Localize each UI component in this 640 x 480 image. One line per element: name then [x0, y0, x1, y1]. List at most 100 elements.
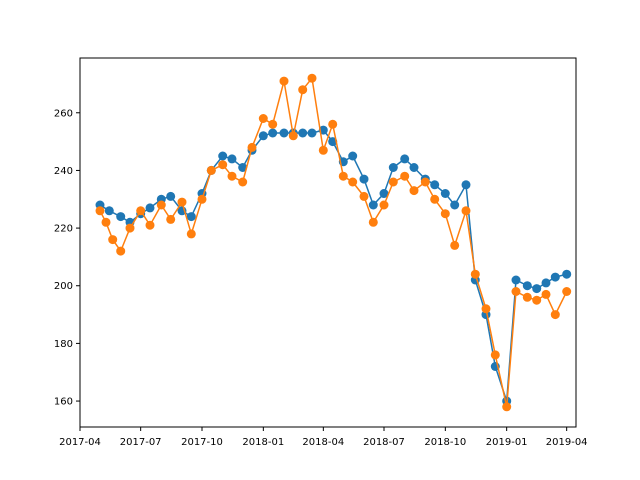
x-tick-label: 2017-07 [120, 437, 162, 448]
series-1-point [227, 171, 237, 181]
x-axis: 2017-04 2017-07 2017-10 2018-01 2018-04 2018-… [59, 427, 588, 448]
y-tick-label: 220 [54, 224, 73, 235]
series-1 [95, 73, 572, 412]
series-1-point [532, 295, 542, 305]
series-0-point [238, 163, 248, 172]
series-1-point [298, 85, 308, 95]
series-1-point [420, 177, 430, 187]
series-0-point [359, 174, 369, 184]
series-1-point [562, 287, 572, 296]
series-0-point [511, 275, 521, 285]
series-1-point [268, 119, 278, 129]
series-0-point [388, 163, 398, 172]
series-1-point [318, 145, 328, 155]
series-1-point [108, 235, 118, 245]
series-0-point [440, 189, 450, 198]
x-tick-label: 2017-04 [59, 437, 101, 448]
series-1-point [511, 287, 521, 296]
series-1-point [348, 177, 358, 187]
series-1-point [430, 194, 440, 204]
series-1-point [400, 171, 410, 181]
series-1-point [206, 165, 216, 175]
series-0-point [218, 151, 228, 161]
series-1-point [338, 171, 348, 181]
series-1-point [368, 217, 378, 227]
series-0-point [145, 203, 155, 213]
y-axis: 160 180 200 220 240 260 [54, 108, 80, 408]
series-1-point [186, 229, 196, 239]
series-1-point [379, 200, 389, 210]
x-tick-label: 2018-01 [242, 437, 284, 448]
series-1-point [125, 223, 135, 233]
series-1-point [258, 114, 268, 123]
series-1-point [288, 131, 298, 141]
series-0-point [258, 131, 268, 141]
series-0-point [379, 189, 389, 198]
series-0-point [461, 180, 471, 190]
series-0-point [328, 137, 338, 147]
series-0 [95, 125, 572, 406]
series-0-point [279, 128, 289, 138]
series-1-point [95, 206, 105, 216]
plot-frame [79, 57, 577, 428]
series-1-point [328, 119, 338, 129]
series-layer [95, 73, 572, 412]
series-0-point [532, 284, 542, 294]
series-0-point [541, 278, 551, 288]
y-tick-label: 240 [54, 166, 73, 177]
series-1-point [450, 240, 460, 250]
series-0-point [522, 281, 532, 291]
series-0-point [268, 128, 278, 138]
series-1-point [101, 217, 111, 227]
series-0-point [166, 191, 176, 201]
series-1-point [156, 200, 166, 210]
series-0-point [116, 212, 126, 222]
series-0-point [430, 180, 440, 190]
series-1-point [116, 246, 126, 256]
series-1-point [247, 142, 257, 152]
series-1-point [440, 209, 450, 219]
series-0-point [409, 163, 419, 172]
series-1-point [197, 194, 207, 204]
series-1-point [481, 304, 491, 314]
series-0-point [307, 128, 317, 138]
series-1-point [409, 186, 419, 196]
series-1-point [359, 191, 369, 201]
x-tick-label: 2019-04 [546, 437, 588, 448]
y-tick-label: 160 [54, 397, 73, 408]
series-0-point [400, 154, 410, 164]
series-1-point [550, 310, 560, 320]
x-tick-label: 2018-07 [363, 437, 405, 448]
series-0-point [298, 128, 308, 138]
x-tick-label: 2018-04 [302, 437, 344, 448]
series-1-point [166, 214, 176, 224]
x-tick-label: 2018-10 [424, 437, 466, 448]
series-1-point [541, 289, 551, 299]
series-1-point [136, 206, 146, 216]
x-tick-label: 2019-01 [486, 437, 528, 448]
series-1-point [470, 269, 480, 279]
series-0-point [450, 200, 460, 210]
series-1-point [177, 197, 187, 207]
series-0-point [348, 151, 358, 161]
y-tick-label: 260 [54, 108, 73, 119]
series-0-point [368, 200, 378, 210]
series-1-point [502, 402, 512, 412]
series-0-point [550, 272, 560, 282]
series-1-point [388, 177, 398, 187]
y-tick-label: 180 [54, 339, 73, 350]
series-1-point [279, 76, 289, 86]
series-0-point [562, 269, 572, 279]
series-1-point [490, 350, 500, 360]
series-1-point [522, 292, 532, 302]
x-tick-label: 2017-10 [181, 437, 223, 448]
series-0-point [186, 212, 196, 222]
series-1-point [145, 220, 155, 230]
series-1-point [461, 206, 471, 216]
series-1-point [218, 160, 228, 170]
series-1-point [307, 73, 317, 83]
y-tick-label: 200 [54, 281, 73, 292]
series-0-point [227, 154, 237, 164]
series-1-point [238, 177, 248, 187]
